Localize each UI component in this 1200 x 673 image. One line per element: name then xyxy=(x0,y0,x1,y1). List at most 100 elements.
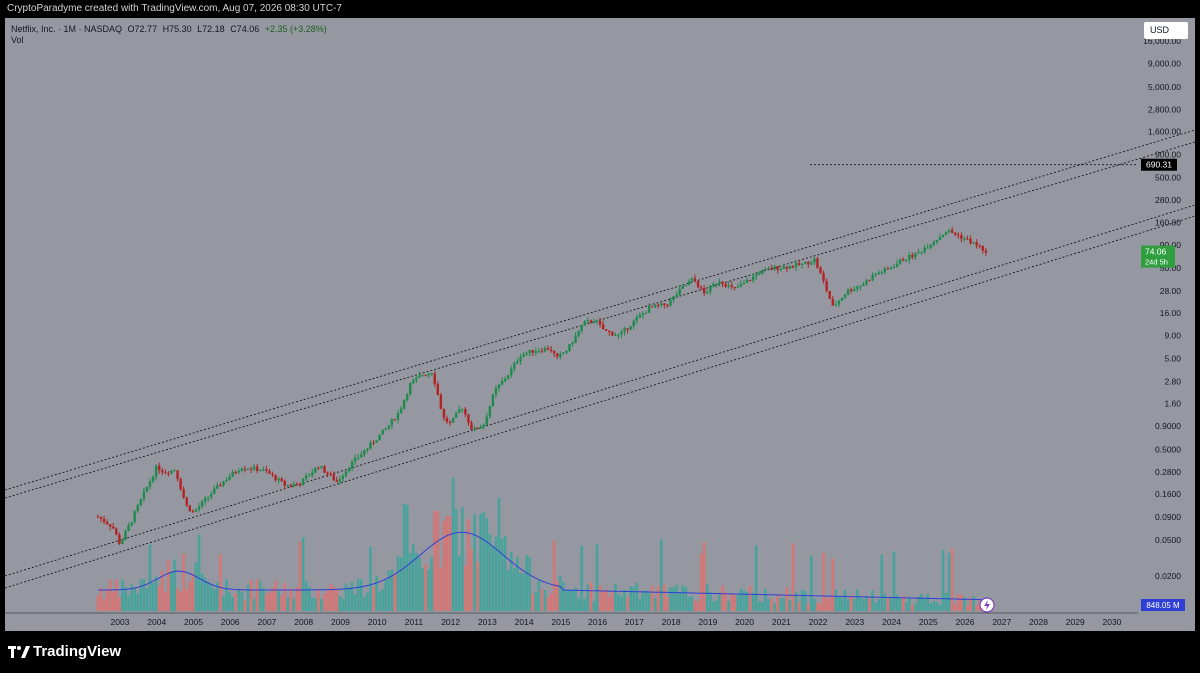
candle-body xyxy=(516,361,519,364)
candle-body xyxy=(871,275,874,281)
volume-bar xyxy=(216,582,219,611)
candle-body xyxy=(862,284,865,286)
volume-bar xyxy=(666,597,669,611)
volume-bar xyxy=(586,584,590,611)
volume-bar xyxy=(341,599,345,611)
price-tick-label: 0.1600 xyxy=(1155,489,1181,499)
volume-bar xyxy=(292,598,296,611)
volume-bar xyxy=(540,589,544,611)
candle-body xyxy=(182,489,185,498)
candle-body xyxy=(185,497,188,506)
candle-body xyxy=(390,419,394,426)
price-tick-label: 5,000.00 xyxy=(1148,82,1181,92)
candle-body xyxy=(950,230,954,233)
candle-body xyxy=(96,516,100,518)
volume-bar xyxy=(197,534,201,611)
candle-body xyxy=(491,394,495,407)
volume-bar xyxy=(105,588,109,611)
candle-body xyxy=(807,261,810,265)
volume-bar xyxy=(969,597,972,611)
candle-body xyxy=(626,328,629,330)
candle-body xyxy=(488,406,492,417)
candle-body xyxy=(853,289,856,292)
volume-bar xyxy=(375,575,378,611)
candle-body xyxy=(308,475,311,477)
candle-body xyxy=(865,280,868,285)
volume-bar xyxy=(644,590,648,611)
currency-button[interactable]: USD xyxy=(1144,22,1188,39)
candle-body xyxy=(130,522,133,526)
price-tick-label: 5.00 xyxy=(1164,354,1181,364)
candle-body xyxy=(669,299,672,306)
volume-bar xyxy=(271,587,274,611)
volume-bar xyxy=(286,597,290,611)
chart-area[interactable]: 16,000.00 9,000.00 5,000.00 2,800.00 1,600.0… xyxy=(5,18,1195,631)
volume-bar xyxy=(773,603,776,611)
volume-bar xyxy=(751,593,755,611)
volume-bar xyxy=(558,575,562,611)
alert-badge-icon[interactable] xyxy=(979,597,995,613)
candle-body xyxy=(895,263,899,268)
candle-body xyxy=(139,499,143,506)
candle-body xyxy=(745,279,749,283)
candle-body xyxy=(133,511,136,523)
volume-bar xyxy=(320,599,323,611)
candle-body xyxy=(822,272,825,282)
volume-bar xyxy=(721,585,724,611)
volume-bar xyxy=(583,599,587,611)
candle-body xyxy=(598,321,602,325)
candle-body xyxy=(849,289,853,292)
candle-body xyxy=(816,258,819,268)
volume-bar xyxy=(525,555,528,611)
time-tick-label: 2020 xyxy=(735,617,754,627)
lower-channel-top xyxy=(5,204,1195,577)
candlesticks xyxy=(96,226,988,546)
tradingview-logo[interactable]: TradingView xyxy=(8,643,121,660)
volume-bar xyxy=(926,594,929,611)
time-tick-label: 2022 xyxy=(809,617,828,627)
candle-body xyxy=(485,416,488,425)
volume-bar xyxy=(369,546,372,611)
candle-body xyxy=(341,475,345,480)
volume-bar xyxy=(669,587,672,611)
volume-bar xyxy=(865,596,868,611)
volume-bar xyxy=(139,579,143,611)
candle-body xyxy=(739,284,743,287)
candle-body xyxy=(804,261,807,264)
candle-body xyxy=(335,480,338,482)
candle-body xyxy=(225,479,228,482)
candle-body xyxy=(375,440,378,443)
candle-body xyxy=(323,466,326,473)
volume-bar xyxy=(880,554,884,611)
time-tick-label: 2028 xyxy=(1029,617,1048,627)
volume-bar xyxy=(565,589,568,611)
candle-body xyxy=(856,286,859,290)
price-chart[interactable]: 16,000.00 9,000.00 5,000.00 2,800.00 1,600.0… xyxy=(5,18,1195,631)
volume-bar xyxy=(684,586,688,611)
candle-body xyxy=(482,424,485,428)
candle-body xyxy=(357,457,360,459)
volume-bar xyxy=(935,602,939,611)
candle-body xyxy=(157,465,161,471)
high-value: H75.30 xyxy=(162,24,192,34)
candle-body xyxy=(301,478,305,486)
candle-body xyxy=(546,348,550,350)
candle-body xyxy=(99,516,103,519)
volume-bar xyxy=(656,586,660,611)
price-tick-label: 160.00 xyxy=(1155,217,1181,227)
time-tick-label: 2013 xyxy=(478,617,497,627)
volume-bar xyxy=(252,599,256,611)
close-value: C74.06 xyxy=(230,24,260,34)
candle-body xyxy=(672,296,675,300)
volume-bar xyxy=(258,580,262,611)
time-tick-label: 2017 xyxy=(625,617,644,627)
candle-body xyxy=(338,479,342,482)
candle-body xyxy=(586,320,590,322)
time-tick-label: 2018 xyxy=(662,617,681,627)
volume-bar xyxy=(390,569,394,611)
candle-body xyxy=(696,281,700,288)
lower-channel-bottom xyxy=(5,215,1195,589)
candle-body xyxy=(387,425,391,429)
change-value: +2.35 (+3.28%) xyxy=(264,24,327,34)
volume-bar xyxy=(736,594,740,611)
